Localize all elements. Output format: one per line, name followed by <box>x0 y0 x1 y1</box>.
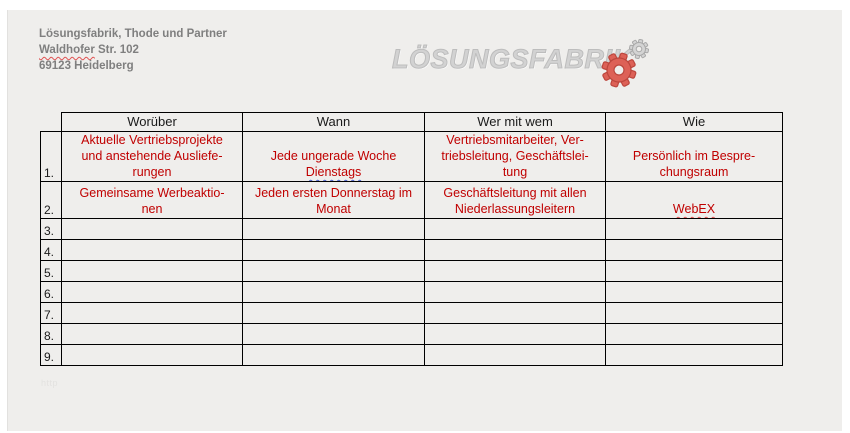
row-number[interactable]: 9. <box>40 344 62 366</box>
cell-wie-1[interactable]: Persönlich im Bespre- chungsraum <box>605 131 783 182</box>
cell-wann-7[interactable] <box>242 302 425 324</box>
column-header-worueber[interactable]: Worüber <box>61 112 243 132</box>
row-number[interactable]: 7. <box>40 302 62 324</box>
letterhead: Lösungsfabrik, Thode und Partner Waldhof… <box>39 26 227 74</box>
grammar-flagged-word: Dienstags <box>305 165 362 179</box>
cell-wie-4[interactable] <box>605 239 783 261</box>
cell-wer-6[interactable] <box>424 281 606 303</box>
spellcheck-flagged-word: WebEX <box>672 202 716 216</box>
table-row: 3. <box>40 218 783 240</box>
cell-wie-3[interactable] <box>605 218 783 240</box>
cell-wer-2[interactable]: Geschäftsleitung mit allen Niederlassung… <box>424 181 606 219</box>
cell-wie-7[interactable] <box>605 302 783 324</box>
cell-wie-5[interactable] <box>605 260 783 282</box>
table-row: 6. <box>40 281 783 303</box>
cell-worueber-7[interactable] <box>61 302 243 324</box>
row-number[interactable]: 8. <box>40 323 62 345</box>
letterhead-street-rest: Str. 102 <box>98 44 139 56</box>
cell-worueber-9[interactable] <box>61 344 243 366</box>
cell-wann-6[interactable] <box>242 281 425 303</box>
logo-wordmark: LÖSUNGSFABRIK <box>392 44 633 75</box>
cell-wann-3[interactable] <box>242 218 425 240</box>
letterhead-street-misspelled-word: Waldhofer <box>39 44 95 56</box>
company-logo: LÖSUNGSFABRIK <box>392 36 652 92</box>
cell-wer-8[interactable] <box>424 323 606 345</box>
cell-wann-4[interactable] <box>242 239 425 261</box>
letterhead-company: Lösungsfabrik, Thode und Partner <box>39 28 227 40</box>
cell-wer-5[interactable] <box>424 260 606 282</box>
row-number[interactable]: 4. <box>40 239 62 261</box>
gears-icon <box>601 38 650 88</box>
letterhead-city: 69123 Heidelberg <box>39 60 134 72</box>
cell-wann-1[interactable]: Jede ungerade Woche Dienstags <box>242 131 425 182</box>
column-header-wann[interactable]: Wann <box>242 112 425 132</box>
column-header-wie[interactable]: Wie <box>605 112 783 132</box>
cell-wer-7[interactable] <box>424 302 606 324</box>
cell-text: Jede ungerade Woche <box>270 149 397 163</box>
cell-wann-5[interactable] <box>242 260 425 282</box>
cell-worueber-8[interactable] <box>61 323 243 345</box>
row-number[interactable]: 1. <box>40 131 62 182</box>
cell-worueber-1[interactable]: Aktuelle Vertriebsprojekte und anstehend… <box>61 131 243 182</box>
cell-worueber-2[interactable]: Gemeinsame Werbeaktio- nen <box>61 181 243 219</box>
cell-wer-9[interactable] <box>424 344 606 366</box>
row-number[interactable]: 3. <box>40 218 62 240</box>
word-document-page: Lösungsfabrik, Thode und Partner Waldhof… <box>7 10 842 431</box>
cell-wie-2[interactable]: WebEX <box>605 181 783 219</box>
cell-worueber-5[interactable] <box>61 260 243 282</box>
table-row: 7. <box>40 302 783 324</box>
letterhead-street: Waldhofer Str. 102 <box>39 42 227 58</box>
cell-wer-4[interactable] <box>424 239 606 261</box>
cell-wann-2[interactable]: Jeden ersten Donnerstag im Monat <box>242 181 425 219</box>
cell-wann-9[interactable] <box>242 344 425 366</box>
table-row: 2. Gemeinsame Werbeaktio- nen Jeden erst… <box>40 181 783 219</box>
table-header-row: Worüber Wann Wer mit wem Wie <box>41 112 783 132</box>
cell-worueber-3[interactable] <box>61 218 243 240</box>
table-row: 8. <box>40 323 783 345</box>
cell-wie-9[interactable] <box>605 344 783 366</box>
table-row: 4. <box>40 239 783 261</box>
row-number[interactable]: 2. <box>40 181 62 219</box>
table-corner-spacer <box>41 113 62 132</box>
cell-worueber-4[interactable] <box>61 239 243 261</box>
meeting-schedule-table: Worüber Wann Wer mit wem Wie 1. Aktuelle… <box>40 112 783 366</box>
table-row: 1. Aktuelle Vertriebsprojekte und ansteh… <box>40 131 783 182</box>
cell-wer-3[interactable] <box>424 218 606 240</box>
row-number[interactable]: 5. <box>40 260 62 282</box>
cell-wann-8[interactable] <box>242 323 425 345</box>
column-header-wer-mit-wem[interactable]: Wer mit wem <box>424 112 606 132</box>
faint-watermark-text: http <box>41 378 59 388</box>
cell-wie-8[interactable] <box>605 323 783 345</box>
cell-worueber-6[interactable] <box>61 281 243 303</box>
table-row: 9. <box>40 344 783 366</box>
table-row: 5. <box>40 260 783 282</box>
row-number[interactable]: 6. <box>40 281 62 303</box>
cell-wer-1[interactable]: Vertriebsmitarbeiter, Ver- triebsleitung… <box>424 131 606 182</box>
cell-wie-6[interactable] <box>605 281 783 303</box>
